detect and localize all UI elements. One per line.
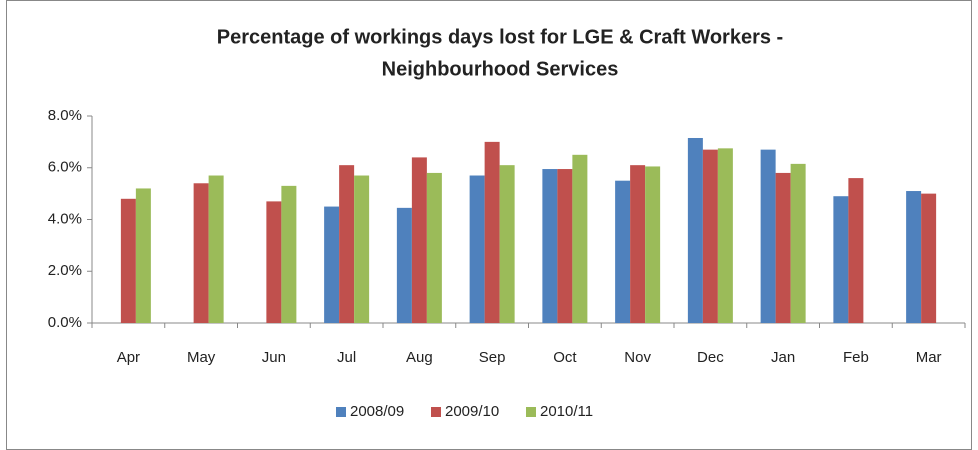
- bar: [760, 149, 776, 323]
- bar: [426, 172, 442, 323]
- legend-swatch: [336, 407, 346, 417]
- y-tick-label: 2.0%: [48, 262, 82, 279]
- bar: [542, 169, 558, 323]
- bar: [120, 198, 136, 323]
- bar: [411, 157, 427, 323]
- x-tick-label: May: [187, 349, 216, 366]
- y-tick-label: 0.0%: [48, 314, 82, 331]
- bar: [339, 165, 355, 323]
- bar: [702, 149, 718, 323]
- legend-label: 2009/10: [445, 403, 499, 420]
- x-tick-label: Nov: [624, 349, 651, 366]
- bar: [775, 172, 791, 323]
- legend-label: 2010/11: [540, 403, 593, 420]
- y-tick-label: 4.0%: [48, 210, 82, 227]
- bar: [906, 191, 922, 323]
- y-tick-label: 8.0%: [48, 107, 82, 124]
- x-tick-label: Feb: [843, 349, 869, 366]
- chart-title: Percentage of workings days lost for LGE…: [217, 26, 783, 48]
- x-tick-label: Apr: [117, 349, 140, 366]
- bar: [790, 163, 806, 323]
- bar: [281, 185, 297, 323]
- bar: [717, 148, 733, 323]
- x-tick-label: Dec: [697, 349, 724, 366]
- bar: [499, 165, 515, 323]
- bar: [208, 175, 224, 323]
- x-tick-label: Sep: [479, 349, 506, 366]
- bar: [833, 196, 849, 323]
- x-tick-label: Oct: [553, 349, 577, 366]
- bar: [266, 201, 282, 323]
- bar: [484, 141, 500, 323]
- bar: [135, 188, 151, 323]
- legend-swatch: [431, 407, 441, 417]
- bar: [645, 166, 661, 323]
- legend-swatch: [526, 407, 536, 417]
- x-tick-label: Mar: [916, 349, 942, 366]
- legend-label: 2008/09: [350, 403, 404, 420]
- x-tick-label: Jun: [262, 349, 286, 366]
- bar: [396, 207, 412, 323]
- bar: [572, 154, 588, 323]
- x-tick-label: Jan: [771, 349, 795, 366]
- bar: [193, 183, 209, 323]
- bar: [630, 165, 646, 323]
- chart-title: Neighbourhood Services: [382, 58, 619, 80]
- y-tick-label: 6.0%: [48, 159, 82, 176]
- bar: [921, 193, 937, 323]
- bar: [354, 175, 370, 323]
- bar: [324, 206, 340, 323]
- x-tick-label: Aug: [406, 349, 433, 366]
- bar: [848, 178, 864, 323]
- bar: [469, 175, 485, 323]
- bar: [615, 180, 631, 323]
- bar: [687, 137, 703, 323]
- bar: [557, 169, 573, 323]
- x-tick-label: Jul: [337, 349, 356, 366]
